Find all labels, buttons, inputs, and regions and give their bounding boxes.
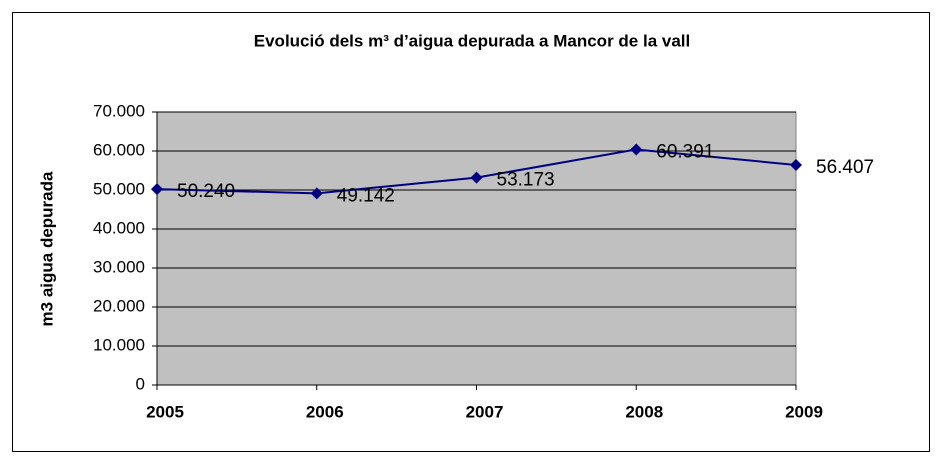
y-tick-label: 10.000	[93, 335, 145, 354]
marker	[151, 183, 163, 196]
x-tick-label: 2008	[625, 402, 663, 421]
y-tick-label: 0	[136, 374, 145, 393]
data-label: 53.173	[497, 170, 555, 191]
x-tick-label: 2005	[146, 402, 184, 421]
data-label: 56.407	[816, 157, 874, 178]
y-tick-label: 60.000	[93, 140, 145, 159]
marker	[470, 171, 483, 184]
plot-area	[156, 111, 797, 386]
chart-title: Evolució dels m³ d’aigua depurada a Manc…	[254, 31, 690, 50]
y-tick-label: 30.000	[93, 257, 145, 276]
marker	[790, 159, 802, 172]
y-tick-label: 50.000	[93, 179, 145, 198]
y-axis-label: m3 aigua depurada	[37, 171, 56, 326]
data-label: 50.240	[177, 181, 235, 202]
y-tick-label: 70.000	[93, 101, 145, 120]
x-tick-label: 2007	[466, 402, 504, 421]
data-label: 60.391	[656, 141, 714, 162]
x-tick-label: 2009	[785, 402, 823, 421]
marker	[310, 187, 323, 200]
marker	[630, 143, 643, 156]
y-tick-label: 20.000	[93, 296, 145, 315]
y-tick-label: 40.000	[93, 218, 145, 237]
data-label: 49.142	[337, 185, 395, 206]
x-tick-label: 2006	[306, 402, 344, 421]
